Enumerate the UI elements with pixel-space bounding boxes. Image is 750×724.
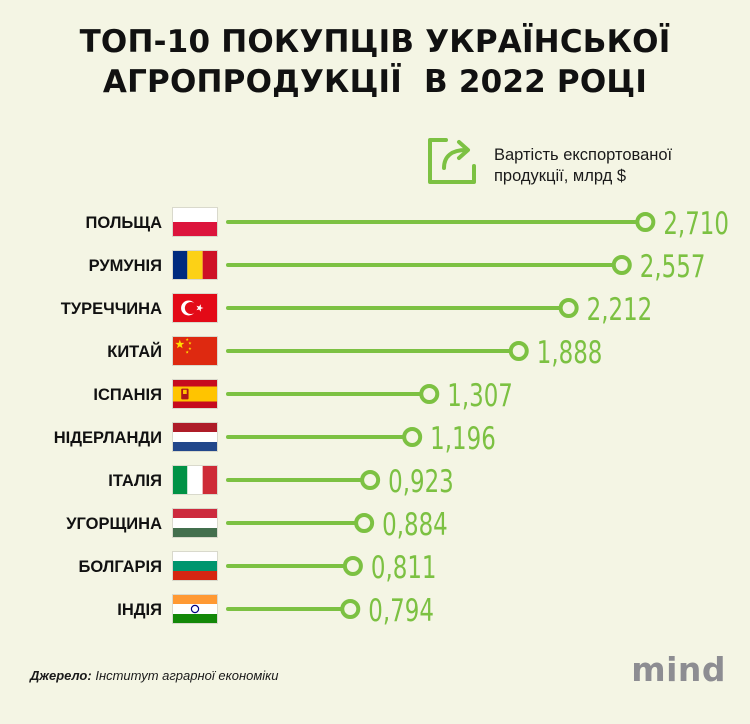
title-line-2: АГРОПРОДУКЦІЇ В 2022 РОЦІ xyxy=(102,64,648,100)
category-label: БОЛГАРІЯ xyxy=(78,558,162,576)
category-label: ІНДІЯ xyxy=(117,601,162,619)
chart-row: УГОРЩИНА 0,884 xyxy=(66,508,448,543)
china-flag xyxy=(172,336,218,366)
value-label: 0,923 xyxy=(388,465,454,500)
chart-row: ІТАЛІЯ 0,923 xyxy=(108,465,454,500)
category-label: УГОРЩИНА xyxy=(66,515,162,533)
value-label: 0,884 xyxy=(382,508,448,543)
value-label: 1,888 xyxy=(537,336,603,371)
title-line-1: ТОП-10 ПОКУПЦІВ УКРАЇНСЬКОЇ xyxy=(79,24,671,60)
source-note: Джерело: Інститут аграрної економіки xyxy=(30,668,279,683)
hungary-flag xyxy=(172,508,218,538)
bar-marker xyxy=(611,255,632,275)
bar-marker xyxy=(354,513,375,533)
source-label: Джерело: xyxy=(30,668,92,683)
chart-row: ПОЛЬЩА 2,710 xyxy=(86,207,729,242)
chart-row: БОЛГАРІЯ 0,811 xyxy=(78,551,436,586)
chart-title: ТОП-10 ПОКУПЦІВ УКРАЇНСЬКОЇ АГРОПРОДУКЦІ… xyxy=(0,22,750,102)
export-share-icon xyxy=(428,138,476,184)
category-label: ІТАЛІЯ xyxy=(108,472,162,490)
bar-marker xyxy=(635,212,656,232)
value-label: 0,794 xyxy=(368,594,434,629)
chart-row: ІНДІЯ 0,794 xyxy=(117,594,434,629)
category-label: ІСПАНІЯ xyxy=(93,386,162,404)
chart-row: ТУРЕЧЧИНА 2,212 xyxy=(61,293,653,328)
legend-label: Вартість експортованої продукції, млрд $ xyxy=(494,145,672,187)
value-label: 1,307 xyxy=(447,379,513,414)
value-label: 2,710 xyxy=(663,207,729,242)
category-label: ТУРЕЧЧИНА xyxy=(61,300,162,318)
category-label: РУМУНІЯ xyxy=(89,257,162,275)
bar-marker xyxy=(340,599,361,619)
turkey-flag xyxy=(172,293,218,323)
category-label: ПОЛЬЩА xyxy=(86,214,163,232)
chart-row: ІСПАНІЯ 1,307 xyxy=(93,379,513,414)
legend-line-2: продукції, млрд $ xyxy=(494,167,627,185)
mind-logo: mind xyxy=(631,650,726,689)
bar-marker xyxy=(508,341,529,361)
value-label: 0,811 xyxy=(371,551,437,586)
india-flag xyxy=(172,594,218,624)
chart-row: РУМУНІЯ 2,557 xyxy=(89,250,706,285)
spain-flag xyxy=(172,379,218,409)
bar-marker xyxy=(360,470,381,490)
category-label: НІДЕРЛАНДИ xyxy=(54,429,162,447)
value-label: 1,196 xyxy=(430,422,496,457)
bar-marker xyxy=(402,427,423,447)
romania-flag xyxy=(172,250,218,280)
netherlands-flag xyxy=(172,422,218,452)
bar-marker xyxy=(558,298,579,318)
source-text: Інститут аграрної економіки xyxy=(91,668,279,683)
italy-flag xyxy=(172,465,218,495)
value-label: 2,212 xyxy=(587,293,653,328)
chart-row: КИТАЙ 1,888 xyxy=(107,336,602,371)
poland-flag xyxy=(172,207,218,237)
chart-row: НІДЕРЛАНДИ 1,196 xyxy=(54,422,496,457)
bar-marker xyxy=(419,384,440,404)
legend-line-1: Вартість експортованої xyxy=(494,146,673,164)
category-label: КИТАЙ xyxy=(107,342,162,361)
value-label: 2,557 xyxy=(640,250,706,285)
bar-marker xyxy=(342,556,363,576)
bulgaria-flag xyxy=(172,551,218,581)
